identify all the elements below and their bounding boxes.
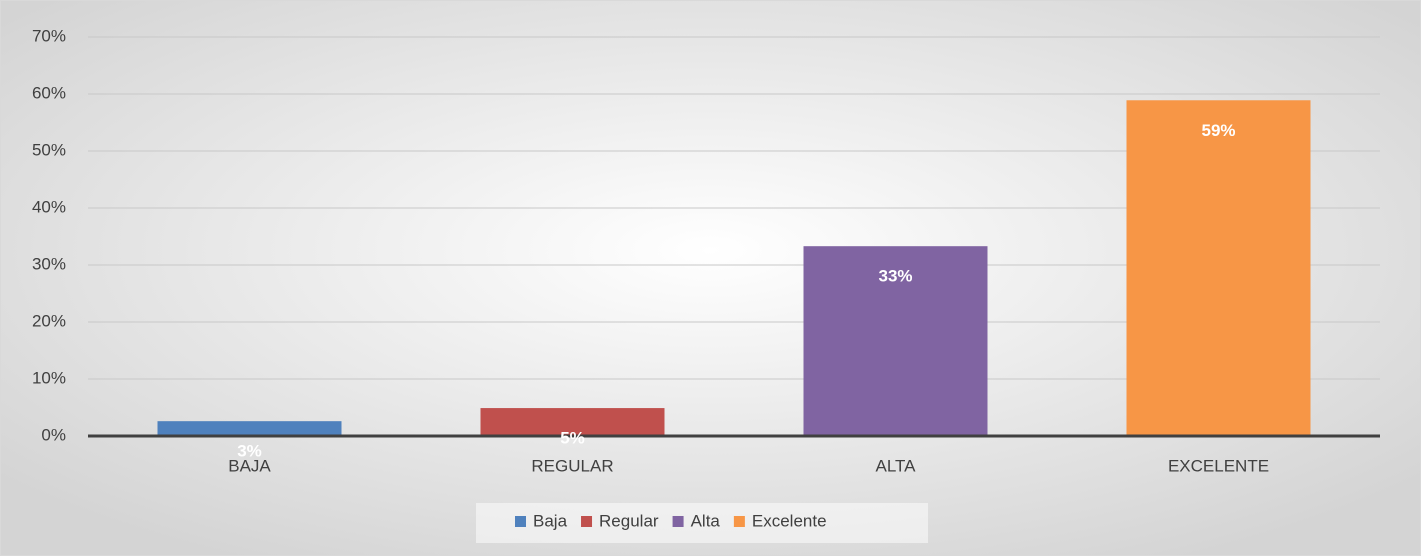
y-tick-label: 60% (32, 83, 66, 102)
y-tick-label: 30% (32, 254, 66, 273)
value-label: 5% (560, 429, 585, 448)
legend-label: Excelente (752, 511, 827, 530)
y-tick-label: 70% (32, 26, 66, 45)
bar (803, 246, 988, 436)
bar (1126, 100, 1311, 437)
y-tick-label: 0% (41, 425, 66, 444)
bar (480, 408, 665, 436)
legend-label: Baja (533, 511, 568, 530)
x-tick-label: REGULAR (531, 456, 613, 475)
legend-swatch (581, 516, 593, 527)
y-tick-label: 20% (32, 311, 66, 330)
legend-label: Regular (599, 511, 659, 530)
x-tick-label: ALTA (876, 456, 917, 475)
value-label: 3% (237, 442, 262, 461)
value-label: 59% (1201, 121, 1235, 140)
legend-label: Alta (691, 511, 721, 530)
bar (157, 421, 342, 436)
legend-swatch (733, 516, 745, 527)
legend-box (476, 503, 928, 543)
y-tick-label: 10% (32, 368, 66, 387)
y-tick-label: 50% (32, 140, 66, 159)
x-tick-label: BAJA (228, 456, 271, 475)
y-tick-label: 40% (32, 197, 66, 216)
value-label: 33% (878, 267, 912, 286)
legend-swatch (672, 516, 684, 527)
legend-swatch (515, 516, 526, 527)
x-tick-label: EXCELENTE (1168, 456, 1269, 475)
